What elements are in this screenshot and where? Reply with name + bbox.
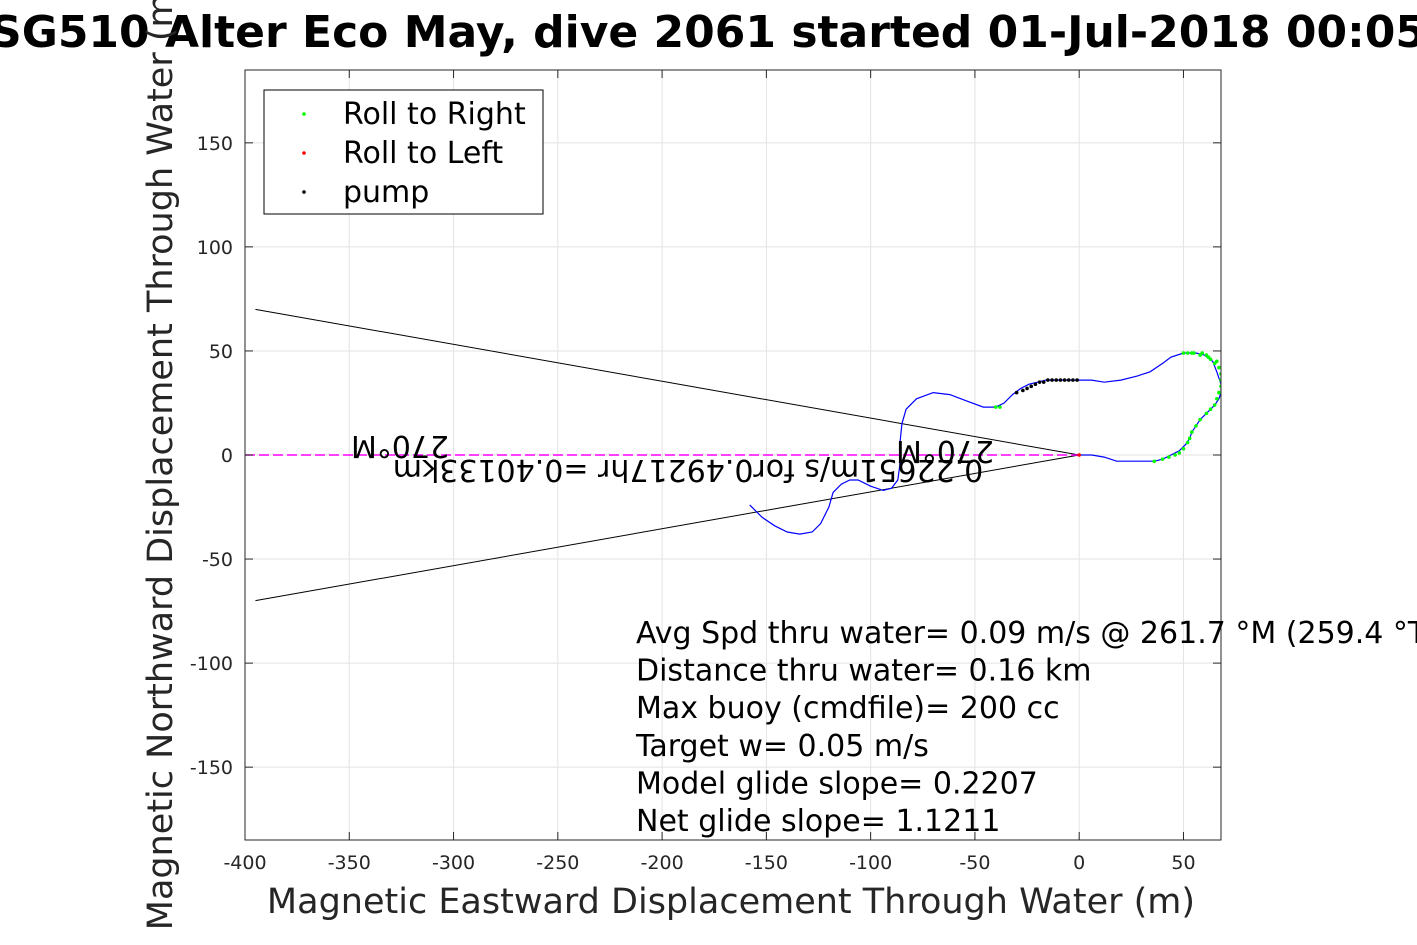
roll-right-point: [998, 405, 1002, 409]
roll-right-point: [1185, 440, 1190, 445]
y-tick-label: 150: [197, 133, 233, 155]
plot-label: 0.22651m/s for0.49217hr =0.40133km: [393, 452, 984, 487]
pump-point: [1058, 378, 1063, 382]
roll-right-point: [1198, 353, 1202, 357]
x-tick-label: -250: [536, 852, 579, 874]
y-ticks: -150 -100 -50 0 50 100 150: [190, 133, 1221, 779]
pump-point: [1046, 378, 1050, 382]
pump-point: [1014, 390, 1019, 395]
roll-right-point: [1217, 365, 1221, 370]
roll-right-point: [1190, 351, 1194, 355]
x-ticks: -400 -350 -300 -250 -200 -150 -100 -50 0 50: [223, 70, 1196, 874]
legend-box: [263, 89, 544, 215]
legend-marker: [302, 151, 306, 155]
roll-right-point: [1152, 459, 1157, 464]
pump-point: [1054, 378, 1059, 382]
pump-point: [1025, 386, 1029, 391]
plot-area: 270°M 270°M0.22651m/s for0.49217hr =0.401…: [245, 308, 1221, 602]
plot-labels: 270°M 270°M0.22651m/s for0.49217hr =0.401…: [351, 428, 994, 487]
pump-point: [1071, 378, 1075, 382]
pump-points: [1014, 378, 1079, 395]
pump-point: [1062, 378, 1067, 382]
legend-marker: [302, 190, 306, 194]
roll-right-point: [1167, 455, 1171, 459]
legend-label: Roll to Right: [343, 97, 526, 132]
pump-point: [1033, 382, 1038, 387]
legend: Roll to Right Roll to Left pump: [263, 89, 544, 215]
x-tick-label: -100: [849, 852, 892, 874]
y-axis-label: Magnetic Northward Displacement Through …: [141, 0, 181, 930]
chart-title: SG510 Alter Eco May, dive 2061 started 0…: [0, 7, 1417, 58]
cone-lines: [255, 308, 1080, 602]
plot-label: 270°M: [351, 428, 449, 463]
roll-left-points: [1077, 453, 1081, 457]
stats-line: Model glide slope= 0.2207: [636, 766, 1038, 801]
roll-right-point: [1160, 457, 1165, 461]
pump-point: [1050, 378, 1054, 382]
roll-right-point: [1190, 430, 1194, 434]
roll-right-point: [1215, 397, 1219, 401]
y-tick-label: 100: [197, 237, 233, 259]
stats-line: Distance thru water= 0.16 km: [636, 654, 1091, 689]
x-tick-label: -150: [745, 852, 788, 874]
pump-point: [1075, 378, 1079, 382]
roll-right-point: [1173, 453, 1177, 457]
roll-right-point: [1212, 403, 1217, 407]
stats-annotations: Avg Spd thru water= 0.09 m/s @ 261.7 °M …: [635, 616, 1417, 839]
pump-point: [1037, 380, 1042, 384]
pump-point: [1021, 388, 1025, 393]
roll-right-point: [1198, 417, 1202, 422]
pump-point: [1029, 384, 1034, 389]
roll-right-point: [1215, 359, 1219, 364]
y-tick-label: 50: [209, 341, 233, 363]
x-tick-label: -200: [641, 852, 684, 874]
pump-point: [1066, 378, 1071, 382]
legend-label: Roll to Left: [343, 136, 503, 171]
x-tick-label: -400: [223, 852, 266, 874]
cone-line: [255, 308, 1080, 456]
roll-left-point: [1077, 453, 1081, 457]
roll-right-point: [1206, 355, 1211, 359]
x-tick-label: 50: [1171, 852, 1195, 874]
roll-right-points: [993, 351, 1221, 464]
roll-right-point: [1204, 411, 1209, 416]
roll-right-point: [1187, 436, 1192, 441]
y-tick-label: -150: [190, 757, 233, 779]
x-tick-label: -350: [328, 852, 371, 874]
roll-right-point: [1194, 424, 1198, 428]
stats-line: Net glide slope= 1.1211: [636, 804, 1000, 839]
x-tick-label: 0: [1073, 852, 1085, 874]
stats-line: Target w= 0.05 m/s: [635, 729, 929, 764]
roll-right-point: [1185, 351, 1190, 355]
pump-point: [1041, 380, 1046, 384]
roll-right-point: [1181, 351, 1186, 355]
y-tick-label: 0: [221, 445, 233, 467]
legend-label: pump: [343, 175, 429, 210]
plot-label: 270°M: [896, 433, 994, 468]
y-tick-label: -50: [202, 549, 233, 571]
x-tick-label: -300: [432, 852, 475, 874]
roll-right-point: [1181, 446, 1186, 451]
cone-line: [255, 454, 1080, 602]
roll-right-point: [993, 405, 998, 409]
roll-right-point: [1208, 407, 1213, 412]
roll-right-point: [1217, 390, 1221, 395]
x-tick-label: -50: [959, 852, 990, 874]
stats-line: Avg Spd thru water= 0.09 m/s @ 261.7 °M …: [636, 616, 1417, 651]
x-axis-label: Magnetic Eastward Displacement Through W…: [267, 882, 1195, 922]
legend-marker: [302, 112, 306, 116]
roll-right-point: [1177, 451, 1182, 455]
y-tick-label: -100: [190, 653, 233, 675]
stats-line: Max buoy (cmdfile)= 200 cc: [636, 691, 1060, 726]
